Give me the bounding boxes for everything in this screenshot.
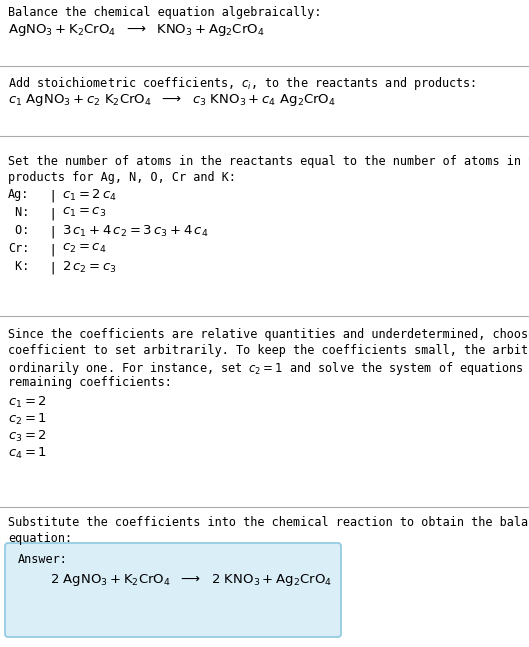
Text: $c_2 = c_4$: $c_2 = c_4$ [62, 242, 106, 255]
FancyBboxPatch shape [5, 543, 341, 637]
Text: coefficient to set arbitrarily. To keep the coefficients small, the arbitrary va: coefficient to set arbitrarily. To keep … [8, 344, 529, 357]
Text: $c_3 = 2$: $c_3 = 2$ [8, 429, 47, 444]
Text: $c_2 = 1$: $c_2 = 1$ [8, 412, 47, 427]
Text: Set the number of atoms in the reactants equal to the number of atoms in the: Set the number of atoms in the reactants… [8, 155, 529, 168]
Text: $c_1 = 2\,c_4$: $c_1 = 2\,c_4$ [62, 188, 117, 203]
Text: $|$: $|$ [50, 260, 54, 276]
Text: products for Ag, N, O, Cr and K:: products for Ag, N, O, Cr and K: [8, 171, 236, 184]
Text: $c_1\ \mathrm{AgNO_3} + c_2\ \mathrm{K_2CrO_4}\ \ \longrightarrow\ \ c_3\ \mathr: $c_1\ \mathrm{AgNO_3} + c_2\ \mathrm{K_2… [8, 92, 336, 108]
Text: $c_4 = 1$: $c_4 = 1$ [8, 446, 47, 461]
Text: Add stoichiometric coefficients, $c_i$, to the reactants and products:: Add stoichiometric coefficients, $c_i$, … [8, 75, 476, 92]
Text: $2\,c_2 = c_3$: $2\,c_2 = c_3$ [62, 260, 117, 275]
Text: $\mathrm{AgNO_3} + \mathrm{K_2CrO_4}\ \ \longrightarrow\ \ \mathrm{KNO_3} + \mat: $\mathrm{AgNO_3} + \mathrm{K_2CrO_4}\ \ … [8, 22, 264, 38]
Text: O:: O: [8, 224, 30, 237]
Text: $3\,c_1 + 4\,c_2 = 3\,c_3 + 4\,c_4$: $3\,c_1 + 4\,c_2 = 3\,c_3 + 4\,c_4$ [62, 224, 208, 239]
Text: $|$: $|$ [50, 206, 54, 222]
Text: $2\ \mathrm{AgNO_3} + \mathrm{K_2CrO_4}\ \ \longrightarrow\ \ 2\ \mathrm{KNO_3} : $2\ \mathrm{AgNO_3} + \mathrm{K_2CrO_4}\… [50, 572, 332, 588]
Text: $c_1 = 2$: $c_1 = 2$ [8, 395, 47, 410]
Text: $c_1 = c_3$: $c_1 = c_3$ [62, 206, 106, 219]
Text: Balance the chemical equation algebraically:: Balance the chemical equation algebraica… [8, 6, 322, 19]
Text: N:: N: [8, 206, 30, 219]
Text: Ag:: Ag: [8, 188, 30, 201]
Text: $|$: $|$ [50, 188, 54, 204]
Text: equation:: equation: [8, 532, 72, 545]
Text: Answer:: Answer: [18, 553, 68, 566]
Text: remaining coefficients:: remaining coefficients: [8, 376, 172, 389]
Text: Cr:: Cr: [8, 242, 30, 255]
Text: ordinarily one. For instance, set $c_2 = 1$ and solve the system of equations fo: ordinarily one. For instance, set $c_2 =… [8, 360, 529, 377]
Text: K:: K: [8, 260, 30, 273]
Text: Substitute the coefficients into the chemical reaction to obtain the balanced: Substitute the coefficients into the che… [8, 516, 529, 529]
Text: $|$: $|$ [50, 224, 54, 240]
Text: Since the coefficients are relative quantities and underdetermined, choose a: Since the coefficients are relative quan… [8, 328, 529, 341]
Text: $|$: $|$ [50, 242, 54, 258]
